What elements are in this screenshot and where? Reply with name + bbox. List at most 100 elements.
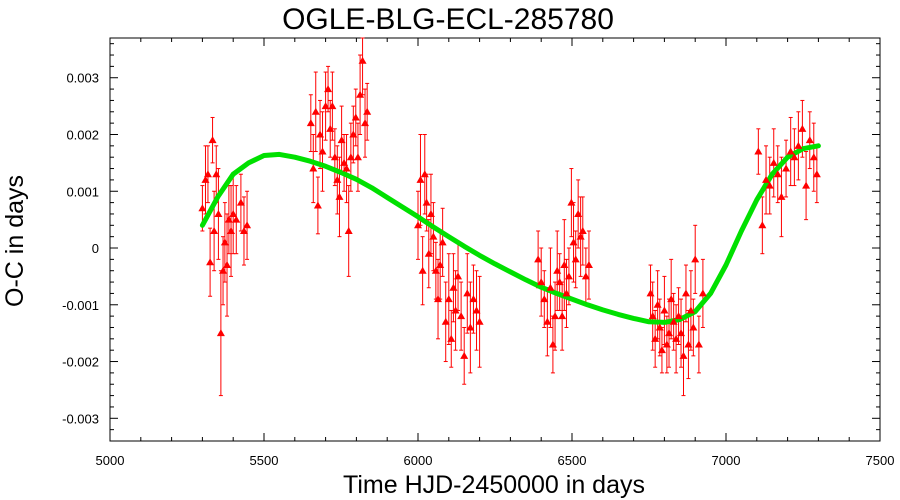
data-point [651, 334, 660, 342]
data-point [324, 85, 333, 93]
data-point [667, 295, 676, 303]
data-point [584, 261, 593, 269]
y-tick-label: 0.002 [66, 127, 99, 142]
data-point [562, 289, 571, 297]
data-point [337, 136, 346, 144]
data-point [212, 170, 221, 178]
data-point [655, 323, 664, 331]
data-point [472, 306, 481, 314]
y-axis-label: O-C in days [1, 175, 29, 307]
data-point [534, 255, 543, 263]
data-point [441, 317, 450, 325]
data-point [309, 164, 318, 172]
data-point [418, 266, 427, 274]
data-point [220, 238, 229, 246]
data-point [449, 283, 458, 291]
data-point [805, 136, 814, 144]
data-points [198, 56, 821, 359]
data-point [790, 153, 799, 161]
data-point [227, 226, 236, 234]
data-point [219, 266, 228, 274]
error-bars [200, 37, 819, 397]
data-point [424, 249, 433, 257]
data-point [558, 312, 567, 320]
data-point [581, 272, 590, 280]
data-point [436, 261, 445, 269]
x-axis-label: Time HJD-2450000 in days [343, 471, 645, 499]
data-point [326, 124, 335, 132]
data-point [306, 119, 315, 127]
data-point [361, 119, 370, 127]
data-point [224, 215, 233, 223]
data-point [646, 289, 655, 297]
data-point [210, 226, 219, 234]
data-point [344, 226, 353, 234]
data-point [214, 209, 223, 217]
chart-title: OGLE-BLG-ECL-285780 [282, 3, 614, 36]
data-point [346, 153, 355, 161]
data-point [553, 266, 562, 274]
data-point [773, 170, 782, 178]
data-point [349, 130, 358, 138]
data-point [208, 136, 217, 144]
data-point [469, 295, 478, 303]
data-point [546, 283, 555, 291]
data-point [313, 201, 322, 209]
y-tick-label: 0 [92, 241, 99, 256]
fit-curve [199, 143, 821, 325]
data-point [578, 226, 587, 234]
data-point [798, 124, 807, 132]
y-tick-label: 0.003 [66, 71, 99, 86]
y-tick-label: -0.003 [62, 411, 99, 426]
y-tick-label: -0.001 [62, 298, 99, 313]
x-tick-label: 6000 [404, 453, 433, 468]
data-point [571, 255, 580, 263]
x-tick-label: 7000 [712, 453, 741, 468]
data-point [447, 334, 456, 342]
data-point [660, 306, 669, 314]
data-point [420, 170, 429, 178]
data-point [555, 278, 564, 286]
data-point [321, 102, 330, 110]
data-point [426, 209, 435, 217]
data-point [414, 221, 422, 229]
data-point [223, 261, 232, 269]
data-point [653, 300, 662, 308]
data-point [669, 317, 678, 325]
x-tick-label: 6500 [558, 453, 587, 468]
data-point [551, 312, 560, 320]
data-point [689, 323, 698, 331]
data-point [762, 175, 771, 183]
fit-line [199, 143, 821, 325]
data-point [236, 198, 245, 206]
x-tick-label: 7500 [866, 453, 895, 468]
data-point [216, 329, 225, 337]
data-point [416, 175, 425, 183]
data-point [657, 346, 666, 354]
data-point [330, 153, 339, 161]
data-point [754, 147, 763, 155]
data-point [434, 295, 443, 303]
data-point [679, 351, 688, 359]
data-point [674, 312, 683, 320]
data-point [198, 204, 207, 212]
data-point [574, 209, 583, 217]
data-point [698, 289, 707, 297]
data-point [333, 175, 342, 183]
data-point [206, 258, 215, 266]
plot-frame [109, 37, 881, 442]
data-point [229, 209, 238, 217]
y-tick-label: 0.001 [66, 184, 99, 199]
data-point [243, 221, 252, 229]
data-point [328, 102, 337, 110]
data-point [457, 312, 466, 320]
data-point [454, 272, 463, 280]
data-point [812, 170, 821, 178]
data-point [475, 317, 484, 325]
data-point [691, 255, 700, 263]
data-point [353, 153, 362, 161]
data-point [576, 232, 585, 240]
axis-ticks: 5000 5500 6000 6500 7000 7500 -0.003 -0.002 -0.0… [62, 38, 894, 468]
data-point [460, 351, 469, 359]
